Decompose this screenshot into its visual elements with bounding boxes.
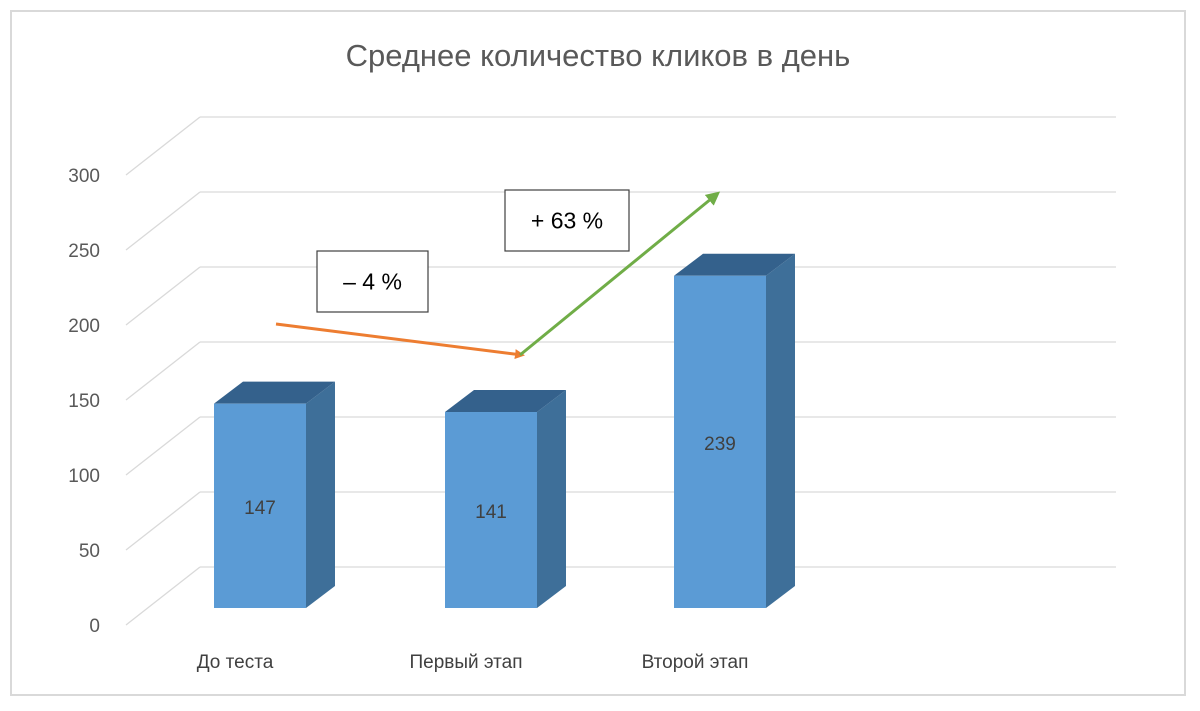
bar [214, 381, 335, 608]
y-tick-label: 50 [79, 541, 100, 562]
bars: 147 141 239 [214, 253, 795, 609]
bar [674, 253, 795, 609]
gridline-diagonal [125, 416, 201, 476]
bar-front [445, 412, 537, 608]
annotation-label: + 63 % [531, 208, 603, 234]
y-tick-label: 150 [68, 391, 100, 412]
bar-side [537, 390, 566, 608]
y-axis-ticks: 0 50 100 150 200 250 300 [68, 166, 100, 637]
annotation-box [316, 250, 429, 313]
annotation-label: – 4 % [343, 269, 402, 295]
x-axis-categories: До теста Первый этап Второй этап [197, 652, 749, 673]
gridline-diagonal [125, 341, 201, 401]
y-tick-label: 300 [68, 166, 100, 187]
y-tick-label: 0 [89, 616, 100, 637]
gridline-diagonal [125, 116, 201, 176]
y-tick-label: 250 [68, 241, 100, 262]
bar-side [306, 381, 335, 608]
y-tick-label: 100 [68, 466, 100, 487]
annotation-box [504, 189, 630, 252]
chart-frame [10, 10, 1186, 696]
data-label: 239 [704, 434, 736, 455]
annotations: – 4 % + 63 % [275, 189, 721, 360]
bar-front [214, 403, 306, 608]
bar-side [766, 253, 795, 609]
category-label: Первый этап [409, 652, 522, 673]
category-label: Второй этап [642, 652, 749, 673]
bar [445, 390, 566, 608]
gridline-diagonal [125, 191, 201, 251]
decrease-arrow [275, 322, 525, 360]
category-label: До теста [197, 652, 274, 673]
y-tick-label: 200 [68, 316, 100, 337]
chart-title: Среднее количество кликов в день [346, 38, 851, 73]
gridline-diagonal [125, 491, 201, 551]
gridline-diagonal [125, 566, 201, 626]
data-label: 147 [244, 498, 276, 519]
bar-front [674, 275, 766, 608]
bar-top [445, 390, 566, 413]
bar-top [674, 253, 795, 276]
increase-arrow [519, 191, 721, 357]
data-label: 141 [475, 502, 507, 523]
bar-top [214, 381, 335, 404]
gridline-diagonal [125, 266, 201, 326]
